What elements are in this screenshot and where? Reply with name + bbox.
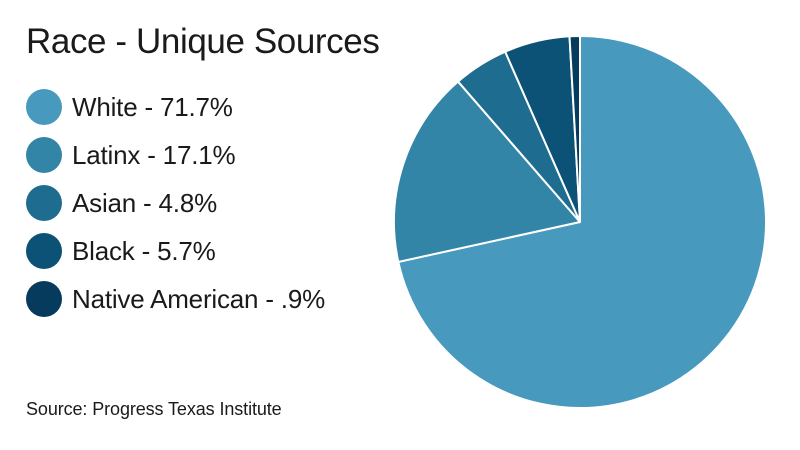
legend-swatch-black bbox=[26, 233, 62, 269]
legend-swatch-white bbox=[26, 89, 62, 125]
legend-item-asian: Asian - 4.8% bbox=[26, 183, 325, 223]
legend-item-white: White - 71.7% bbox=[26, 87, 325, 127]
legend-label-white: White - 71.7% bbox=[72, 92, 233, 122]
legend-item-latinx: Latinx - 17.1% bbox=[26, 135, 325, 175]
legend-label-asian: Asian - 4.8% bbox=[72, 188, 218, 218]
pie-slice-latinx bbox=[393, 80, 581, 263]
chart-title: Race - Unique Sources bbox=[26, 22, 380, 61]
source-note: Source: Progress Texas Institute bbox=[26, 399, 282, 419]
legend-label-native-american: Native American - .9% bbox=[72, 284, 326, 314]
pie-chart bbox=[380, 22, 780, 422]
pie-svg bbox=[393, 35, 767, 409]
legend-swatch-native-american bbox=[26, 281, 62, 317]
pie-slice-native-american bbox=[568, 35, 581, 223]
legend: White - 71.7% Latinx - 17.1% Asian - 4.8… bbox=[26, 87, 325, 327]
legend-label-latinx: Latinx - 17.1% bbox=[72, 140, 236, 170]
pie-slice-white bbox=[397, 35, 767, 409]
legend-swatch-latinx bbox=[26, 137, 62, 173]
legend-item-black: Black - 5.7% bbox=[26, 231, 325, 271]
legend-item-native-american: Native American - .9% bbox=[26, 279, 325, 319]
legend-label-black: Black - 5.7% bbox=[72, 236, 216, 266]
legend-swatch-asian bbox=[26, 185, 62, 221]
